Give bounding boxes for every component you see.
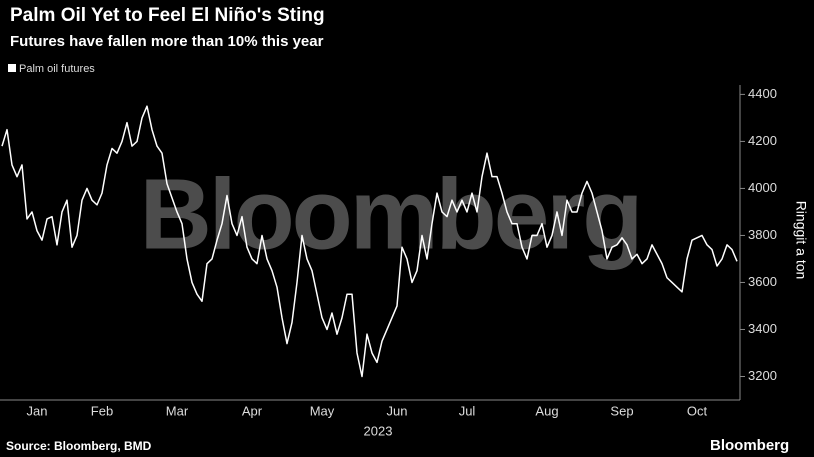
x-axis-title: 2023 xyxy=(364,423,393,438)
x-tick-label: Aug xyxy=(535,403,558,418)
x-tick-label: Sep xyxy=(610,403,633,418)
x-tick-label: Oct xyxy=(687,403,708,418)
y-tick-label: 3800 xyxy=(748,227,777,242)
y-tick-label: 3200 xyxy=(748,368,777,383)
x-tick-label: Apr xyxy=(242,403,263,418)
y-tick-label: 4000 xyxy=(748,180,777,195)
y-tick-label: 3400 xyxy=(748,321,777,336)
x-tick-label: Feb xyxy=(91,403,113,418)
x-tick-label: May xyxy=(310,403,335,418)
y-tick-label: 4400 xyxy=(748,86,777,101)
x-tick-label: Mar xyxy=(166,403,189,418)
x-tick-label: Jul xyxy=(459,403,476,418)
y-axis-title: Ringgit a ton xyxy=(793,201,809,280)
legend-swatch xyxy=(8,64,16,72)
source: Source: Bloomberg, BMD xyxy=(6,439,152,453)
x-tick-label: Jun xyxy=(387,403,408,418)
legend-label: Palm oil futures xyxy=(19,63,95,75)
series-line xyxy=(1,105,738,378)
y-tick-label: 4200 xyxy=(748,133,777,148)
chart-subtitle: Futures have fallen more than 10% this y… xyxy=(10,33,324,50)
y-tick-label: 3600 xyxy=(748,274,777,289)
x-tick-label: Jan xyxy=(27,403,48,418)
logo: Bloomberg xyxy=(710,437,789,454)
chart-title: Palm Oil Yet to Feel El Niño's Sting xyxy=(10,5,325,26)
